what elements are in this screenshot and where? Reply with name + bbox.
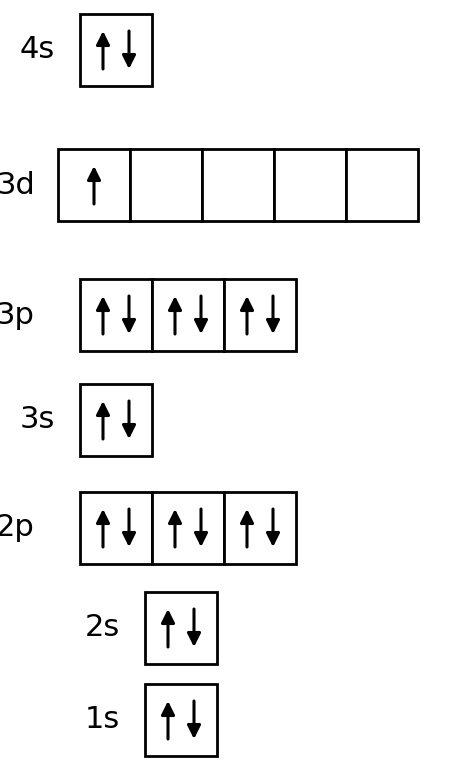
- Bar: [346, 149, 418, 221]
- Bar: [145, 592, 217, 664]
- Text: 3p: 3p: [0, 300, 35, 329]
- Bar: [58, 149, 130, 221]
- Bar: [80, 279, 152, 351]
- Bar: [152, 492, 224, 564]
- Text: 2s: 2s: [85, 614, 120, 643]
- Text: 4s: 4s: [20, 35, 55, 64]
- Text: 2p: 2p: [0, 514, 35, 543]
- Bar: [202, 149, 274, 221]
- Bar: [274, 149, 346, 221]
- Text: 3s: 3s: [20, 406, 55, 435]
- Bar: [224, 279, 296, 351]
- Bar: [152, 279, 224, 351]
- Bar: [130, 149, 202, 221]
- Bar: [145, 684, 217, 756]
- Text: 1s: 1s: [85, 705, 120, 734]
- Bar: [80, 14, 152, 86]
- Text: 3d: 3d: [0, 170, 35, 199]
- Bar: [80, 384, 152, 456]
- Bar: [80, 492, 152, 564]
- Bar: [224, 492, 296, 564]
